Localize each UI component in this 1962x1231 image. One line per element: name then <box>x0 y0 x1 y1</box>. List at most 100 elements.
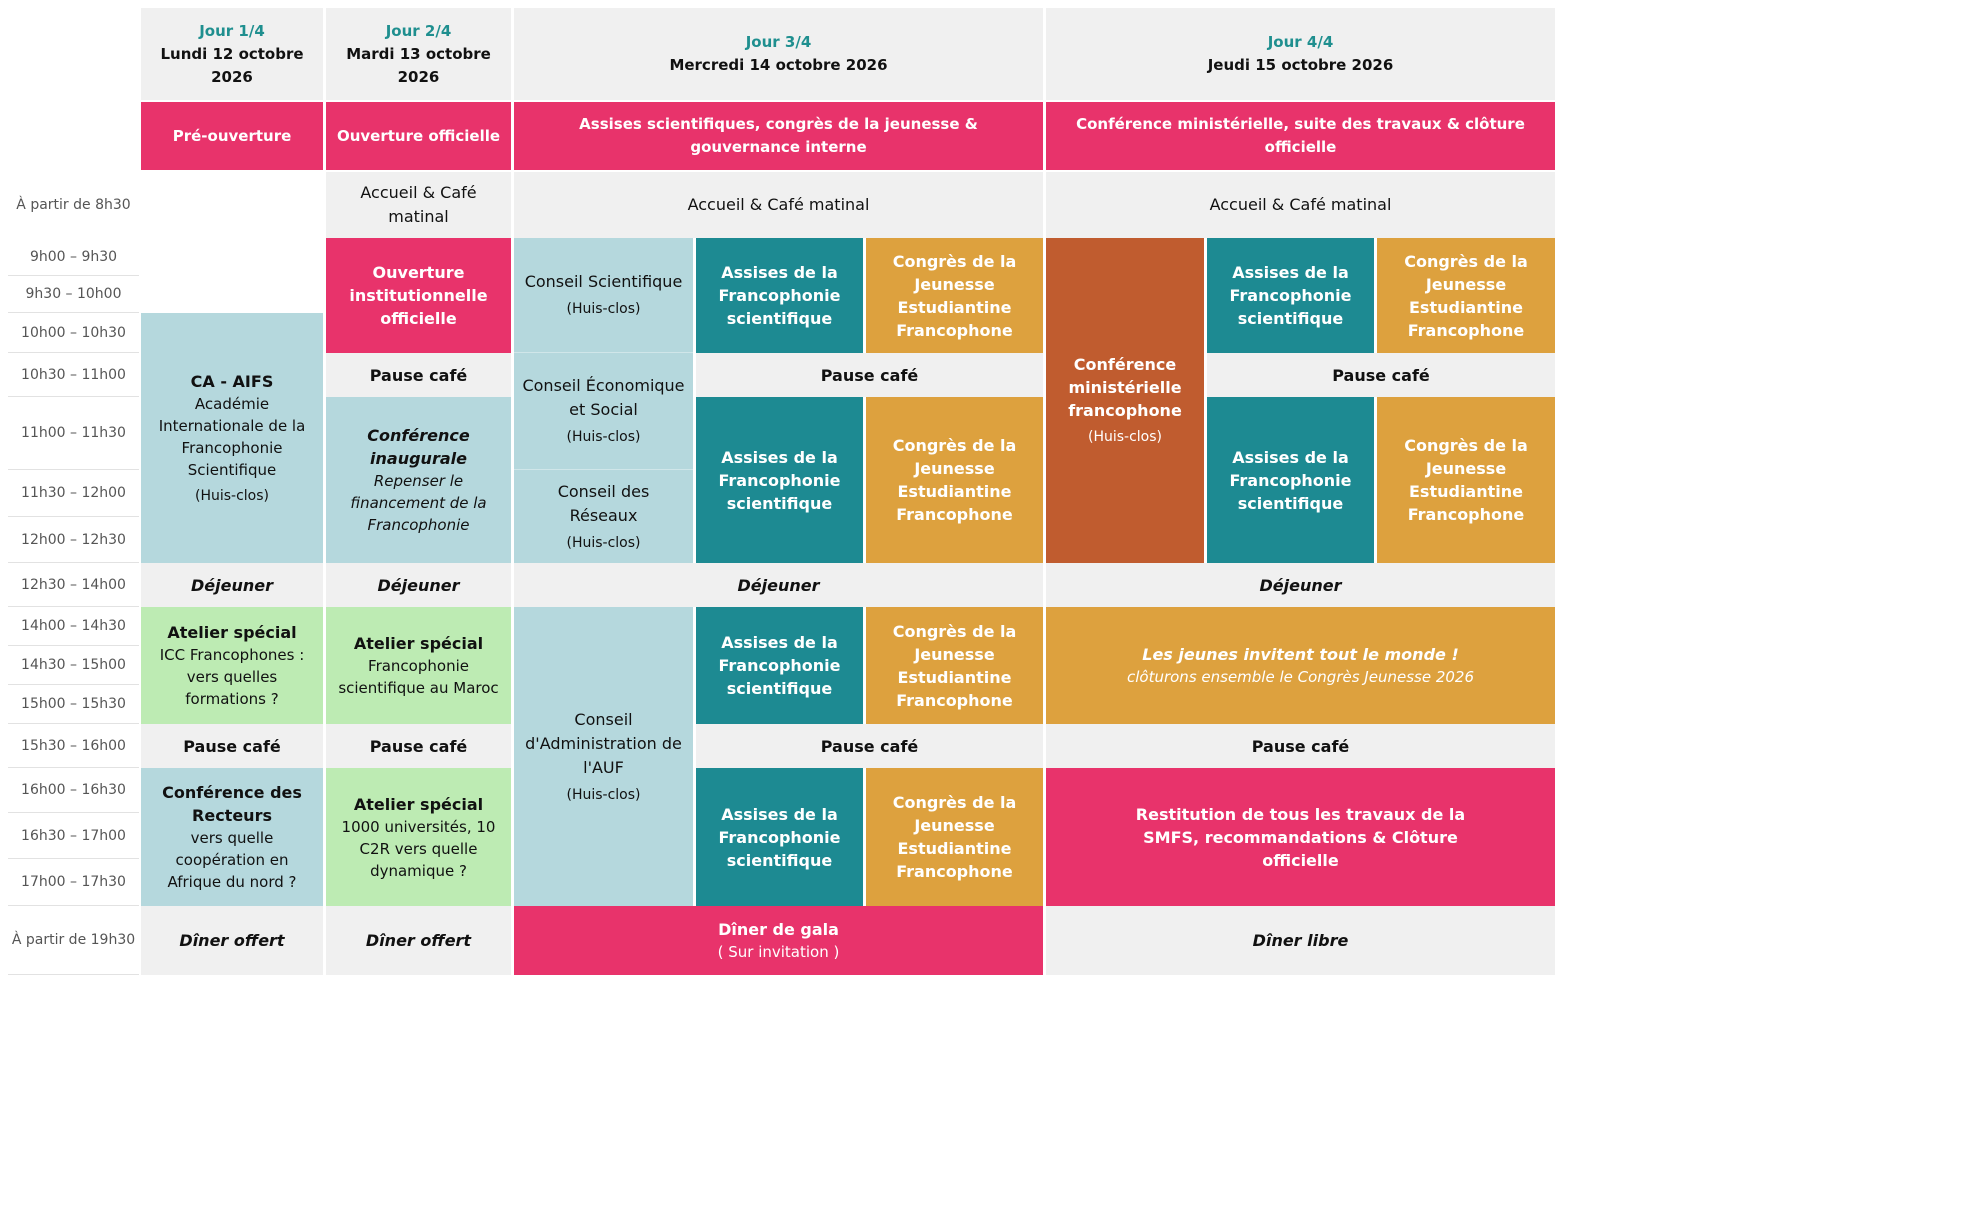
time-label: 11h30 – 12h00 <box>8 470 139 517</box>
time-label: 10h30 – 11h00 <box>8 353 139 397</box>
time-label: À partir de 19h30 <box>8 906 139 975</box>
session-congres: Congrès de la Jeunesse Estudiantine Fran… <box>1377 397 1555 563</box>
schedule-grid: À partir de 8h30 9h00 – 9h30 9h30 – 10h0… <box>8 8 1555 975</box>
lunch: Déjeuner <box>514 563 1043 607</box>
time-label: 16h00 – 16h30 <box>8 768 139 813</box>
session-conseil-reseaux: Conseil des Réseaux (Huis-clos) <box>514 470 693 563</box>
time-label: 9h30 – 10h00 <box>8 276 139 313</box>
day-theme: Assises scientifiques, congrès de la jeu… <box>514 102 1043 170</box>
session-atelier: Atelier spécial 1000 universités, 10 C2R… <box>326 768 511 906</box>
dinner: Dîner offert <box>326 906 511 975</box>
day-header: Jour 1/4 Lundi 12 octobre 2026 <box>141 8 323 100</box>
session-desc: clôturons ensemble le Congrès Jeunesse 2… <box>1126 668 1474 686</box>
coffee-break: Pause café <box>696 353 1043 397</box>
session-assises: Assises de la Francophonie scientifique <box>1207 238 1374 353</box>
day-header: Jour 3/4 Mercredi 14 octobre 2026 <box>514 8 1043 100</box>
coffee-break: Pause café <box>696 724 1043 768</box>
session-desc: ICC Francophones : vers quelles formatio… <box>159 646 305 708</box>
session-diner-gala: Dîner de gala ( Sur invitation ) <box>514 906 1043 975</box>
session-atelier: Atelier spécial ICC Francophones : vers … <box>141 607 323 724</box>
day-date: Jeudi 15 octobre 2026 <box>1207 56 1394 74</box>
session-title: Conférence inaugurale <box>367 426 470 468</box>
session-note: ( Sur invitation ) <box>717 943 840 961</box>
session-congres: Congrès de la Jeunesse Estudiantine Fran… <box>866 768 1043 906</box>
lunch: Déjeuner <box>1046 563 1555 607</box>
session-congres: Congrès de la Jeunesse Estudiantine Fran… <box>866 607 1043 724</box>
day-theme: Pré-ouverture <box>141 102 323 170</box>
session-atelier: Atelier spécial Francophonie scientifiqu… <box>326 607 511 724</box>
coffee-break: Pause café <box>1207 353 1555 397</box>
session-title: Conseil d'Administration de l'AUF <box>525 709 682 777</box>
accueil-cafe: Accueil & Café matinal <box>326 172 511 238</box>
session-title: Les jeunes invitent tout le monde ! <box>1142 645 1459 664</box>
day-theme: Conférence ministérielle, suite des trav… <box>1046 102 1555 170</box>
session-conference-inaugurale: Conférence inaugurale Repenser le financ… <box>326 397 511 563</box>
session-title: CA - AIFS <box>190 371 274 391</box>
day-label: Jour 3/4 <box>745 33 812 51</box>
session-note: (Huis-clos) <box>566 534 641 551</box>
coffee-break: Pause café <box>1046 724 1555 768</box>
session-desc: Académie Internationale de la Francophon… <box>158 394 306 479</box>
session-desc: 1000 universités, 10 C2R vers quelle dyn… <box>341 817 496 880</box>
accueil-cafe: Accueil & Café matinal <box>1046 172 1555 238</box>
session-title: Conseil Scientifique <box>524 272 683 291</box>
session-congres: Congrès de la Jeunesse Estudiantine Fran… <box>1377 238 1555 353</box>
session-assises: Assises de la Francophonie scientifique <box>696 397 863 563</box>
coffee-break: Pause café <box>141 724 323 768</box>
lunch: Déjeuner <box>141 563 323 607</box>
session-conseil-economique: Conseil Économique et Social (Huis-clos) <box>514 353 693 470</box>
time-label: 15h30 – 16h00 <box>8 724 139 768</box>
coffee-break: Pause café <box>326 724 511 768</box>
day-date: Mardi 13 octobre 2026 <box>346 44 491 86</box>
session-note: (Huis-clos) <box>566 786 641 803</box>
accueil-cafe: Accueil & Café matinal <box>514 172 1043 238</box>
session-note: (Huis-clos) <box>194 487 269 504</box>
session-title: Atelier spécial <box>353 634 484 653</box>
time-label: À partir de 8h30 <box>16 197 131 213</box>
session-title: Conseil Économique et Social <box>522 376 685 419</box>
session-title: Atelier spécial <box>353 794 484 814</box>
session-recteurs: Conférence des Recteurs vers quelle coop… <box>141 768 323 906</box>
session-note: (Huis-clos) <box>566 429 641 445</box>
time-label: 12h30 – 14h00 <box>8 563 139 607</box>
session-assises: Assises de la Francophonie scientifique <box>696 607 863 724</box>
time-label: 9h00 – 9h30 <box>8 238 139 276</box>
session-congres: Congrès de la Jeunesse Estudiantine Fran… <box>866 397 1043 563</box>
day-theme: Ouverture officielle <box>326 102 511 170</box>
session-assises: Assises de la Francophonie scientifique <box>696 768 863 906</box>
session-title: Conférence des Recteurs <box>162 783 302 825</box>
time-label: 17h00 – 17h30 <box>8 859 139 906</box>
session-note: (Huis-clos) <box>566 301 641 317</box>
time-label: 10h00 – 10h30 <box>8 313 139 353</box>
session-title: Atelier spécial <box>167 623 297 642</box>
time-label: 12h00 – 12h30 <box>8 517 139 563</box>
session-conference-ministerielle: Conférence ministérielle francophone (Hu… <box>1046 238 1204 563</box>
session-restitution: Restitution de tous les travaux de la SM… <box>1046 768 1555 906</box>
time-label: 11h00 – 11h30 <box>8 397 139 470</box>
session-note: (Huis-clos) <box>1087 429 1162 445</box>
session-assises: Assises de la Francophonie scientifique <box>1207 397 1374 563</box>
day-label: Jour 2/4 <box>385 21 452 40</box>
session-ca-aifs: CA - AIFS Académie Internationale de la … <box>141 313 323 563</box>
session-desc: Repenser le financement de la Francophon… <box>350 472 487 534</box>
day-label: Jour 4/4 <box>1267 33 1334 51</box>
session-ouverture: Ouverture institutionnelle officielle <box>326 238 511 353</box>
coffee-break: Pause café <box>326 353 511 397</box>
session-assises: Assises de la Francophonie scientifique <box>696 238 863 353</box>
session-title: Dîner de gala <box>718 920 839 939</box>
session-congres: Congrès de la Jeunesse Estudiantine Fran… <box>866 238 1043 353</box>
time-label: 15h00 – 15h30 <box>8 685 139 724</box>
session-conseil-auf: Conseil d'Administration de l'AUF (Huis-… <box>514 607 693 906</box>
day-date: Lundi 12 octobre 2026 <box>160 44 304 86</box>
session-title: Conseil des Réseaux <box>557 481 650 525</box>
day-label: Jour 1/4 <box>199 21 265 40</box>
lunch: Déjeuner <box>326 563 511 607</box>
day-date: Mercredi 14 octobre 2026 <box>669 56 888 74</box>
time-label: 14h30 – 15h00 <box>8 646 139 685</box>
session-desc: Francophonie scientifique au Maroc <box>338 657 499 697</box>
dinner: Dîner offert <box>141 906 323 975</box>
time-label: 16h30 – 17h00 <box>8 813 139 859</box>
day-header: Jour 2/4 Mardi 13 octobre 2026 <box>326 8 511 100</box>
time-label: 14h00 – 14h30 <box>8 607 139 646</box>
session-desc: vers quelle coopération en Afrique du no… <box>167 829 297 891</box>
